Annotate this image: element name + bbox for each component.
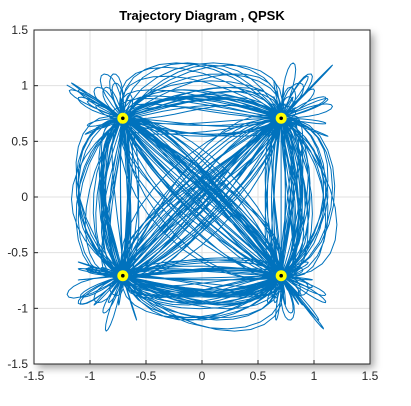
constellation-point-center	[279, 116, 283, 121]
x-tick-label: 1.5	[362, 369, 379, 383]
x-tick-label: 0	[199, 369, 206, 383]
trajectory-line	[66, 62, 338, 332]
y-tick-label: -1.5	[7, 357, 28, 371]
x-tick-label: -1.5	[24, 369, 45, 383]
x-tick-label: 0.5	[250, 369, 267, 383]
y-axis: -1.5 -1 -0.5 0 0.5 1 1.5	[7, 23, 38, 371]
y-tick-label: 0	[21, 190, 28, 204]
x-axis: -1.5 -1 -0.5 0 0.5 1 1.5	[24, 360, 379, 383]
constellation-series	[117, 112, 287, 282]
x-tick-label: -0.5	[136, 369, 157, 383]
y-tick-label: -0.5	[7, 246, 28, 260]
constellation-point-center	[121, 273, 125, 278]
constellation-point-center	[279, 273, 283, 278]
y-tick-label: 0.5	[11, 134, 28, 148]
x-tick-label: -1	[85, 369, 96, 383]
trajectory-series	[66, 62, 338, 332]
y-tick-label: -1	[17, 301, 28, 315]
chart-title: Trajectory Diagram , QPSK	[119, 8, 285, 23]
y-tick-label: 1.5	[11, 23, 28, 37]
x-tick-label: 1	[311, 369, 318, 383]
constellation-point-center	[121, 116, 125, 121]
y-tick-label: 1	[21, 79, 28, 93]
